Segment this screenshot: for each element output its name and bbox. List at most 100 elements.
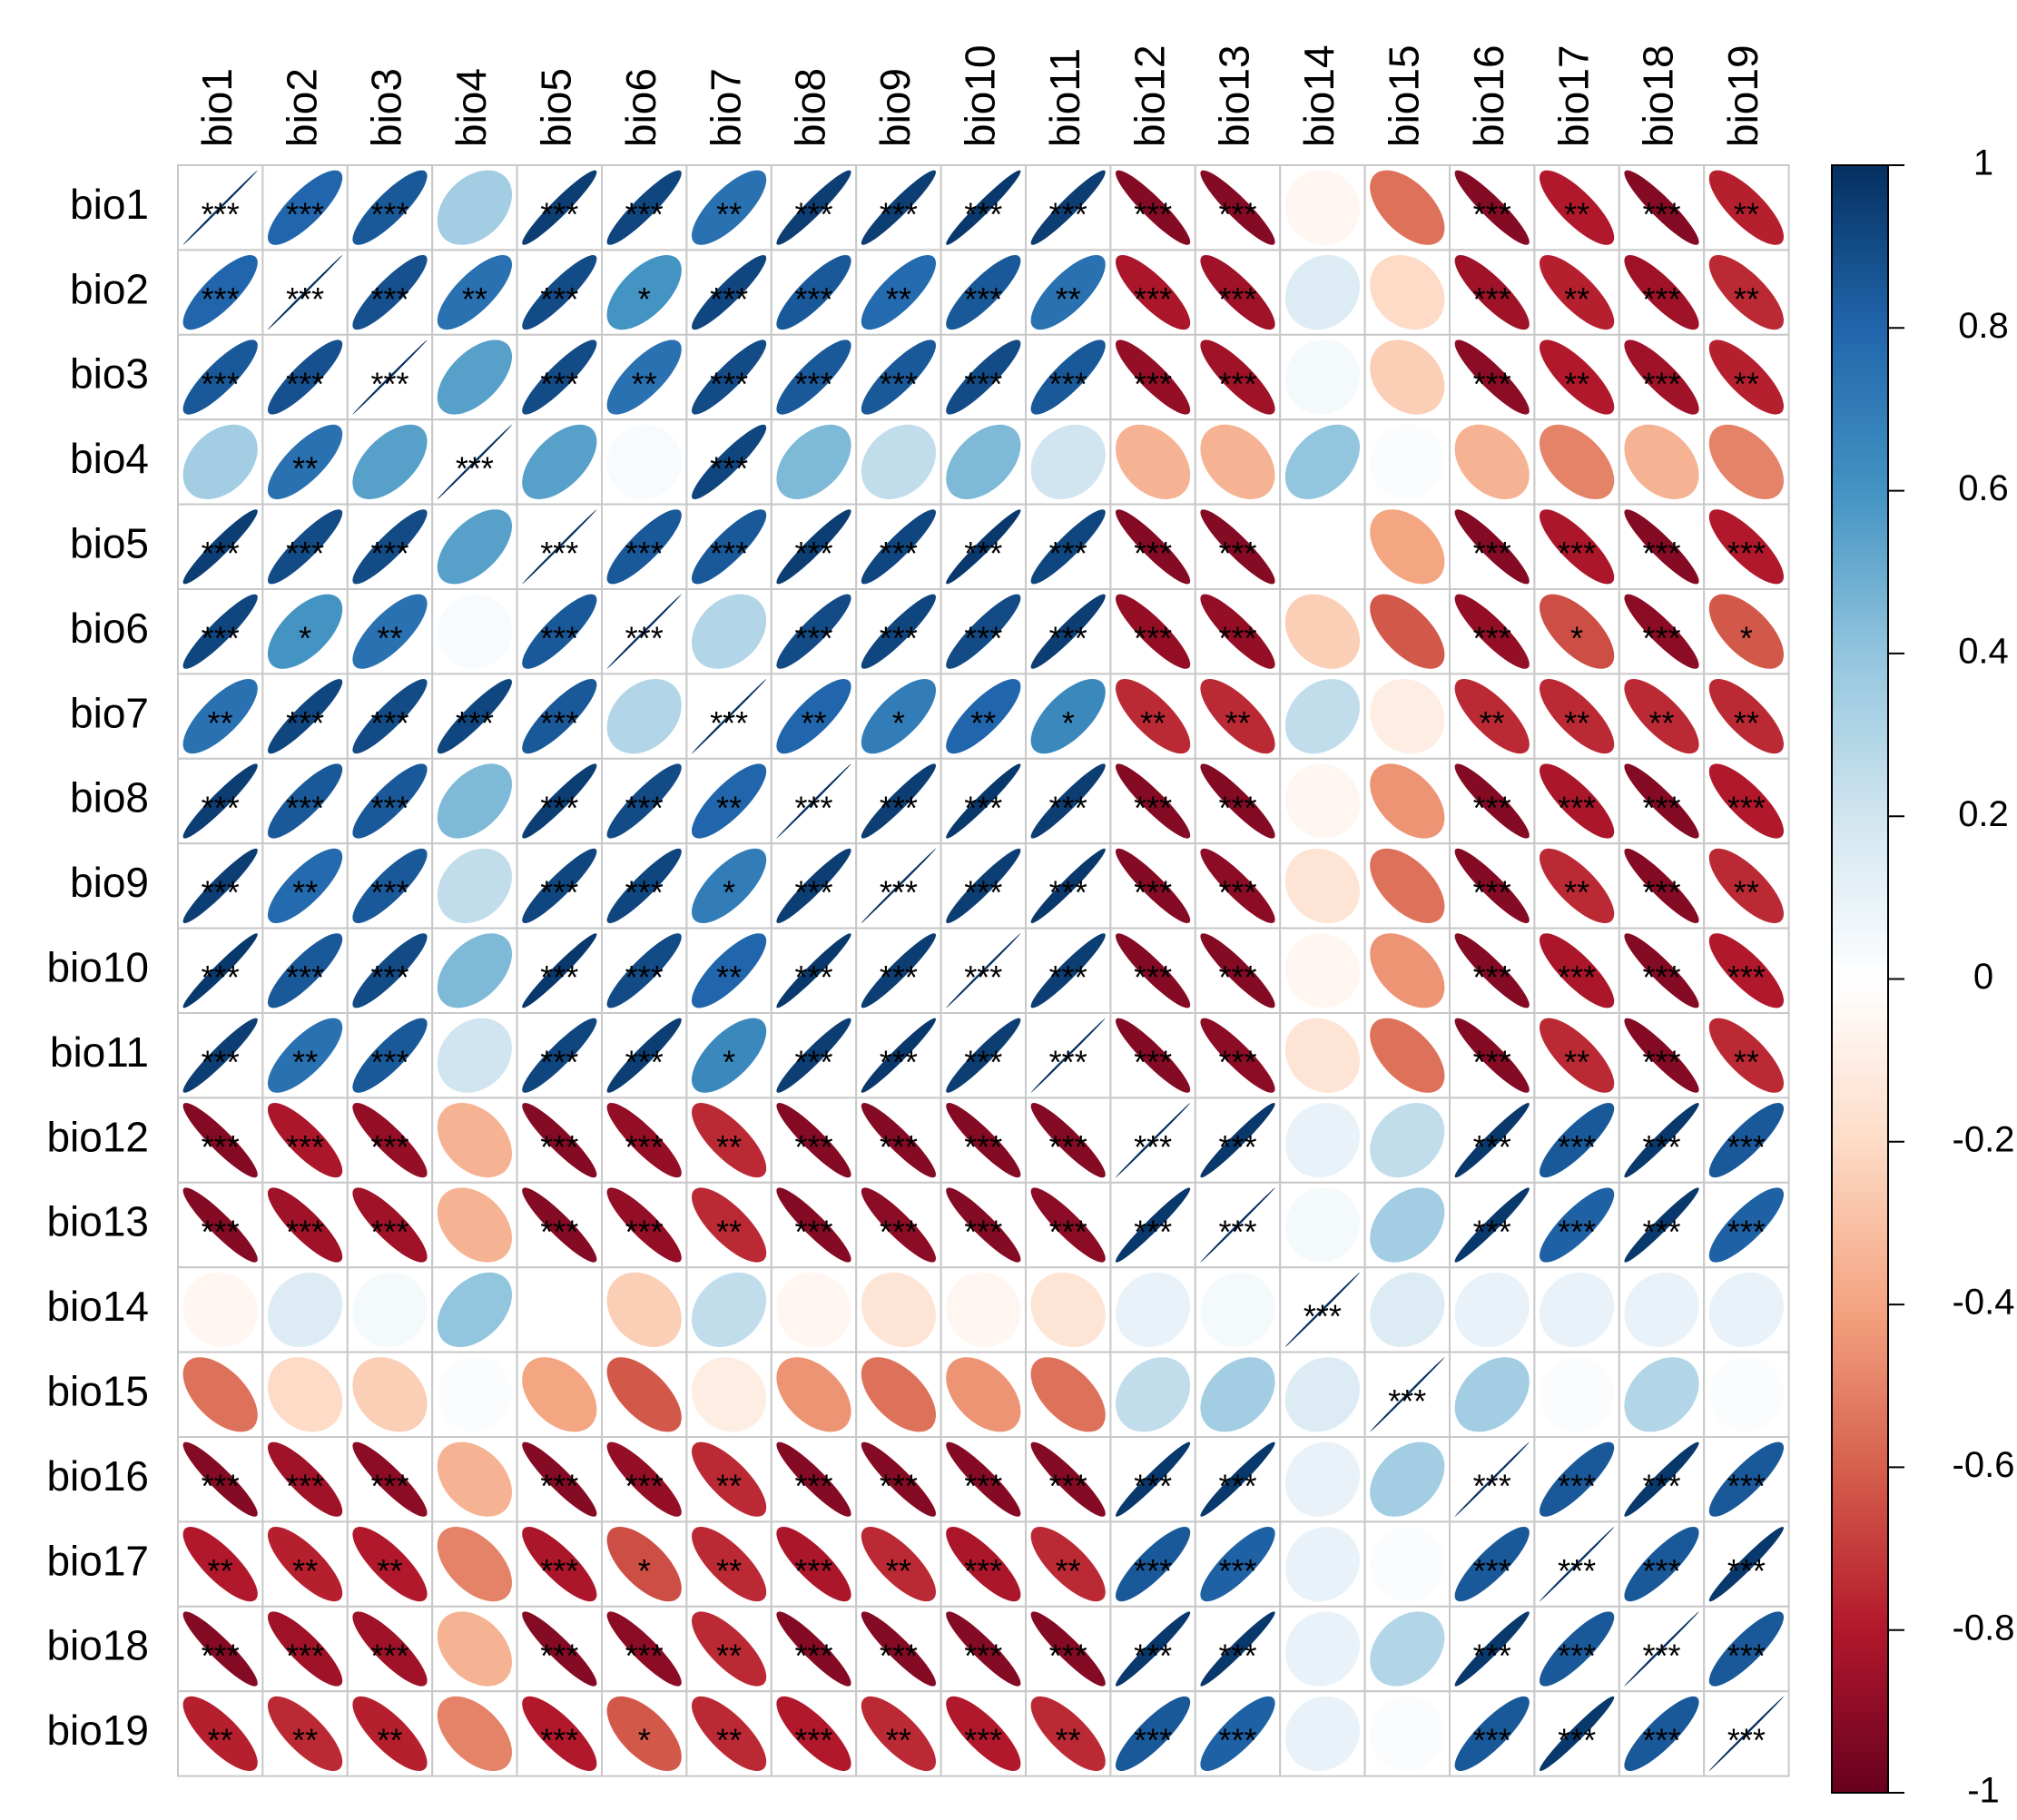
correlation-ellipse xyxy=(1540,848,1615,923)
significance-label: ** xyxy=(1564,365,1589,402)
cell-bio15-bio3 xyxy=(346,1351,434,1438)
legend-color-step xyxy=(1832,1776,1888,1786)
correlation-ellipse xyxy=(1116,679,1191,754)
correlation-ellipse xyxy=(1116,848,1191,923)
legend-color-step xyxy=(1832,1100,1888,1110)
correlation-ellipse xyxy=(437,509,512,585)
correlation-ellipse xyxy=(352,594,428,669)
legend-color-step xyxy=(1832,1442,1888,1452)
cell-bio10-bio12: *** xyxy=(1109,927,1196,1014)
significance-label: *** xyxy=(202,1637,240,1674)
legend-color-step xyxy=(1832,1736,1888,1746)
legend-tick-label: 0 xyxy=(1973,957,1993,997)
correlation-ellipse xyxy=(861,170,936,245)
correlation-ellipse xyxy=(522,1441,597,1517)
cell-bio5-bio7: *** xyxy=(685,503,772,590)
correlation-ellipse xyxy=(522,1187,597,1263)
cell-bio3-bio3: *** xyxy=(346,333,434,421)
legend-color-step xyxy=(1832,457,1888,467)
correlation-ellipse xyxy=(437,1018,512,1093)
cell-bio18-bio4 xyxy=(431,1605,518,1693)
correlation-ellipse xyxy=(522,1103,597,1178)
legend-color-step xyxy=(1832,369,1888,379)
cell-bio15-bio4 xyxy=(431,1351,518,1438)
legend-color-step xyxy=(1832,718,1888,728)
significance-label: *** xyxy=(625,959,664,996)
significance-label: *** xyxy=(1473,1637,1511,1674)
cell-bio14-bio18 xyxy=(1618,1266,1706,1353)
cell-bio12-bio15 xyxy=(1363,1097,1451,1184)
cell-bio13-bio13: *** xyxy=(1194,1181,1282,1269)
correlation-ellipse xyxy=(1624,1527,1699,1602)
significance-label: *** xyxy=(1049,1637,1087,1674)
cell-bio16-bio19: *** xyxy=(1703,1436,1790,1523)
cell-bio3-bio13: *** xyxy=(1194,333,1282,421)
significance-label: *** xyxy=(1642,280,1680,318)
correlation-ellipse xyxy=(1708,594,1784,669)
legend-color-step xyxy=(1832,1304,1888,1314)
cell-bio13-bio4 xyxy=(431,1181,518,1269)
row-label-bio4: bio4 xyxy=(70,435,149,482)
cell-bio16-bio5: *** xyxy=(516,1436,603,1523)
significance-label: *** xyxy=(202,1468,240,1505)
significance-label: * xyxy=(299,620,311,657)
legend-color-step xyxy=(1832,1662,1888,1672)
cell-bio4-bio7: *** xyxy=(685,418,772,506)
significance-label: *** xyxy=(286,1637,324,1674)
correlation-ellipse xyxy=(352,509,428,585)
cell-bio6-bio18: *** xyxy=(1618,588,1706,675)
significance-label: ** xyxy=(716,959,742,996)
cell-bio17-bio12: *** xyxy=(1109,1520,1196,1608)
legend-color-step xyxy=(1832,336,1888,346)
cell-bio7-bio17: ** xyxy=(1533,673,1620,760)
significance-label: ** xyxy=(1056,1722,1081,1759)
correlation-ellipse xyxy=(692,1187,767,1263)
cell-bio8-bio14 xyxy=(1279,757,1366,845)
correlation-ellipse xyxy=(861,1611,936,1687)
cell-bio8-bio2: *** xyxy=(261,757,349,845)
correlation-ellipse xyxy=(861,1696,936,1771)
legend-color-step xyxy=(1832,1166,1888,1176)
correlation-ellipse xyxy=(692,424,767,499)
legend-color-step xyxy=(1832,669,1888,679)
cell-bio11-bio4 xyxy=(431,1012,518,1099)
significance-label: *** xyxy=(880,1213,918,1250)
row-label-bio3: bio3 xyxy=(70,350,149,398)
cell-bio15-bio8 xyxy=(770,1351,858,1438)
cell-bio1-bio12: *** xyxy=(1109,164,1196,251)
cell-bio15-bio16 xyxy=(1449,1351,1536,1438)
significance-label: ** xyxy=(716,1128,742,1166)
correlation-ellipse xyxy=(946,1018,1021,1093)
correlation-ellipse xyxy=(606,1696,682,1771)
cell-bio12-bio1: *** xyxy=(177,1097,264,1184)
correlation-ellipse xyxy=(776,1272,851,1347)
correlation-ellipse xyxy=(1624,509,1699,585)
significance-label: *** xyxy=(370,196,408,233)
significance-label: ** xyxy=(970,704,996,742)
legend-color-step xyxy=(1832,841,1888,851)
significance-label: ** xyxy=(1734,365,1759,402)
cell-bio16-bio3: *** xyxy=(346,1436,434,1523)
significance-label: *** xyxy=(1218,365,1256,402)
significance-label: *** xyxy=(540,196,578,233)
legend-color-step xyxy=(1832,1198,1888,1208)
cell-bio9-bio8: *** xyxy=(770,842,858,930)
cell-bio5-bio1: *** xyxy=(177,503,264,590)
correlation-ellipse xyxy=(776,255,851,330)
significance-label: *** xyxy=(1473,1128,1511,1166)
correlation-ellipse xyxy=(1284,679,1360,754)
significance-label: *** xyxy=(202,196,240,233)
cell-bio6-bio15 xyxy=(1363,588,1451,675)
row-labels: bio1 bio2 bio3 bio4 bio5 bio6 bio7 bio8 bio9 bio1… xyxy=(46,181,149,1754)
correlation-ellipse xyxy=(946,1611,1021,1687)
cell-bio18-bio2: *** xyxy=(261,1605,349,1693)
significance-label: *** xyxy=(1473,196,1511,233)
correlation-ellipse xyxy=(1200,1611,1275,1687)
correlation-ellipse xyxy=(437,1103,512,1178)
legend-color-step xyxy=(1832,1524,1888,1534)
significance-label: *** xyxy=(1218,959,1256,996)
significance-label: *** xyxy=(710,365,748,402)
correlation-ellipse xyxy=(1624,594,1699,669)
cell-bio13-bio16: *** xyxy=(1449,1181,1536,1269)
legend-color-step xyxy=(1832,1068,1888,1078)
